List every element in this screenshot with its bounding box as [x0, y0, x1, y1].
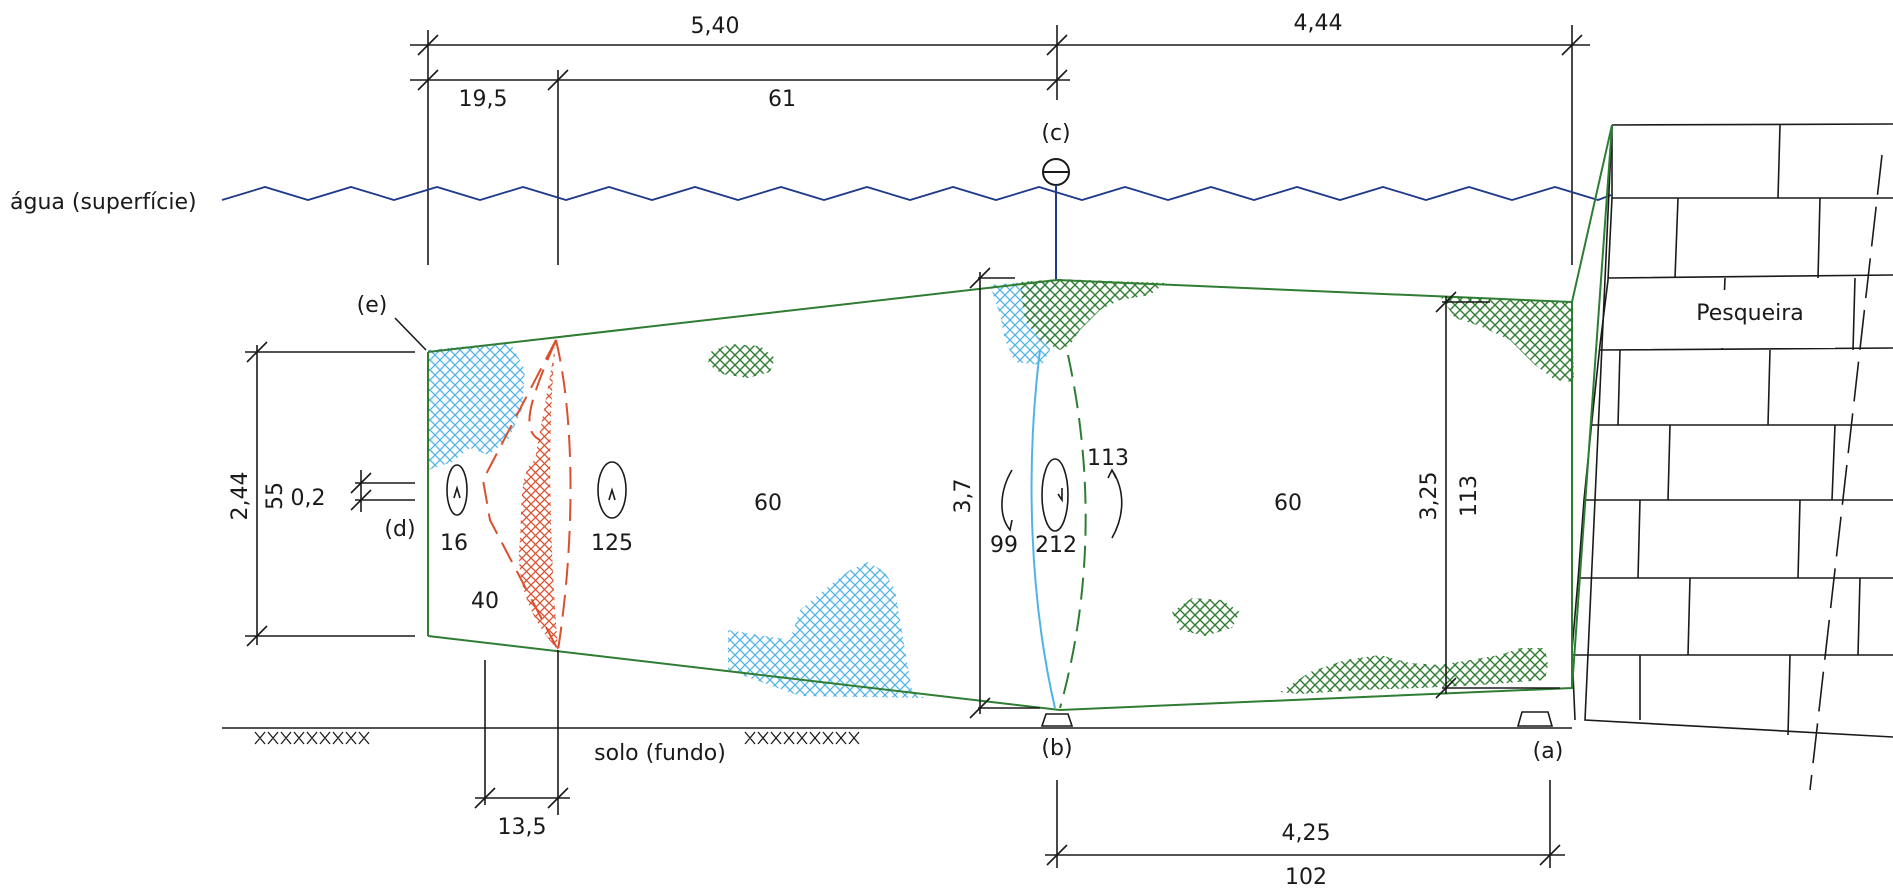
dim-middle-height: 3,7 — [951, 479, 976, 514]
cone-edge-left — [481, 339, 559, 651]
point-e-label: (e) — [357, 293, 388, 318]
dim-sub-right: 61 — [768, 87, 796, 112]
pesqueira-wall — [1571, 123, 1893, 791]
middle-rib-blue — [1030, 349, 1056, 709]
dim-left-height-inner: 55 — [263, 482, 288, 510]
dim-small-gap: 0,2 — [291, 486, 326, 511]
point-b-label: (b) — [1041, 736, 1072, 761]
algae-patch-top-middle — [1020, 279, 1165, 350]
dim-top-left: 5,40 — [691, 14, 740, 39]
middle-rib-green-dashed — [1059, 354, 1087, 709]
right-body-value: 60 — [1274, 491, 1302, 516]
bottom-dimension-lines — [474, 650, 1565, 868]
dim-sub-left: 19,5 — [459, 87, 508, 112]
dim-top-right: 4,44 — [1294, 11, 1343, 36]
mid-rot-right-value: 113 — [1087, 446, 1129, 471]
ground-hatching — [254, 731, 860, 745]
dim-right-height-inner: 113 — [1457, 475, 1482, 517]
net-outline — [427, 124, 1613, 712]
mouth-rotation-value: 16 — [440, 531, 468, 556]
cone-edge-upper — [528, 339, 557, 441]
cone-edge-right — [555, 339, 572, 651]
anchor-b — [1040, 713, 1074, 727]
silt-patch-mouth — [428, 342, 525, 470]
water-surface-line — [221, 186, 1612, 201]
point-e-leader — [394, 317, 427, 351]
point-d-label: (d) — [384, 517, 415, 542]
dim-right-height: 3,25 — [1417, 472, 1442, 521]
algae-patch-small-right — [1172, 598, 1240, 636]
left-body-value: 60 — [754, 491, 782, 516]
cone-value: 40 — [471, 589, 499, 614]
algae-patch-top-right — [1440, 296, 1574, 382]
top-dimension-lines — [410, 25, 1590, 265]
dim-bottom-right-inner: 102 — [1285, 865, 1327, 888]
pesqueira-label-bg — [1665, 290, 1835, 348]
point-a-label: (a) — [1533, 739, 1564, 764]
cone-mesh — [519, 340, 558, 650]
pesqueira-label: Pesqueira — [1696, 301, 1804, 326]
water-surface-label: água (superfície) — [10, 190, 197, 215]
mid-rot-left-value: 99 — [990, 533, 1018, 558]
dim-left-height: 2,44 — [228, 472, 253, 521]
mid-rot-center-value: 212 — [1035, 533, 1077, 558]
cone-rotation-value: 125 — [591, 531, 633, 556]
algae-patch-small-left — [708, 344, 775, 378]
rotation-symbols — [446, 458, 1123, 539]
dim-bottom-small: 13,5 — [498, 815, 547, 840]
silt-patch-lower-center — [728, 562, 925, 698]
ground-label: solo (fundo) — [594, 741, 726, 766]
float-buoy — [1042, 158, 1070, 280]
anchor-a — [1516, 711, 1554, 727]
dim-bottom-right: 4,25 — [1282, 821, 1331, 846]
side-dimension-lines — [245, 267, 1560, 719]
point-c-label: (c) — [1041, 121, 1070, 146]
algae-patch-bottom-right — [1280, 648, 1548, 694]
